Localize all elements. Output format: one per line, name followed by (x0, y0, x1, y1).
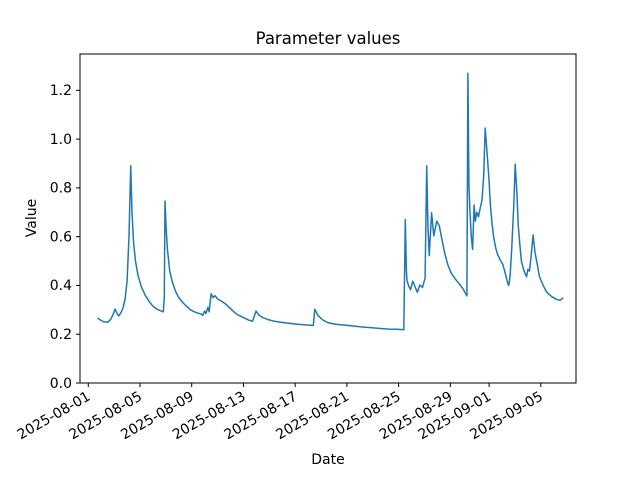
y-axis: 0.0 0.2 0.4 0.6 0.8 1.0 1.2 (50, 83, 80, 392)
y-tick-label: 0.6 (50, 229, 72, 245)
y-axis-label: Value (24, 199, 40, 237)
y-tick-label: 1.2 (50, 83, 72, 99)
parameter-value-line (97, 72, 564, 331)
y-tick-label: 0.0 (50, 376, 72, 392)
x-axis: 2025-08-012025-08-052025-08-092025-08-13… (15, 383, 546, 443)
y-tick-label: 0.8 (50, 181, 72, 197)
y-tick-label: 0.2 (50, 327, 72, 343)
plot-area-border (79, 53, 577, 384)
x-axis-label: Date (311, 452, 344, 468)
chart-title: Parameter values (256, 29, 401, 48)
y-tick-label: 0.4 (50, 278, 72, 294)
y-tick-label: 1.0 (50, 132, 72, 148)
